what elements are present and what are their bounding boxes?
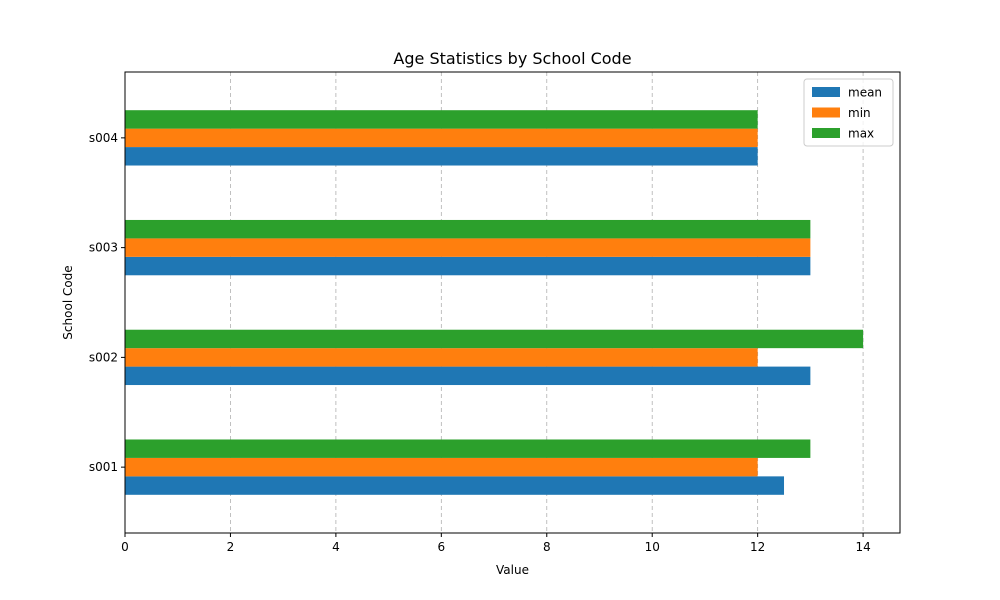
bar-s001-max	[125, 439, 811, 458]
y-axis-ticks: s001 s002 s003 s004	[89, 131, 125, 474]
x-tick-label-4: 8	[543, 540, 551, 554]
x-tick-label-6: 12	[750, 540, 765, 554]
legend-swatch-mean	[812, 87, 840, 97]
legend-label-max: max	[848, 127, 874, 141]
legend: mean min max	[803, 78, 894, 147]
bar-s001-min	[125, 457, 758, 477]
x-axis-label: Value	[496, 563, 529, 577]
plot-frame	[124, 71, 901, 534]
x-tick-label-7: 14	[855, 540, 870, 554]
bar-s004-min	[125, 128, 758, 148]
y-tick-label-s001: s001	[89, 460, 118, 474]
bar-s002-min	[125, 348, 758, 367]
bar-s004-mean	[125, 147, 758, 166]
legend-label-mean: mean	[848, 86, 882, 100]
chart-title: Age Statistics by School Code	[393, 49, 631, 68]
legend-label-min: min	[848, 106, 871, 120]
bar-s002-max	[125, 329, 864, 349]
bar-s003-mean	[125, 256, 811, 276]
x-tick-label-0: 0	[121, 540, 129, 554]
y-tick-label-s002: s002	[89, 350, 118, 364]
y-axis-label: School Code	[61, 265, 75, 339]
legend-swatch-max	[812, 128, 840, 138]
bar-s001-mean	[125, 476, 785, 495]
x-tick-label-3: 6	[438, 540, 446, 554]
y-tick-label-s003: s003	[89, 241, 118, 255]
x-tick-label-5: 10	[645, 540, 660, 554]
bar-s003-max	[125, 219, 811, 239]
bars	[125, 110, 864, 495]
y-tick-label-s004: s004	[89, 131, 118, 145]
x-tick-label-1: 2	[227, 540, 235, 554]
bar-s004-max	[125, 110, 758, 129]
legend-swatch-min	[812, 107, 840, 118]
bar-s002-mean	[125, 366, 811, 386]
x-tick-label-2: 4	[332, 540, 340, 554]
bar-s003-min	[125, 238, 811, 257]
x-axis-ticks: 0 2 4 6 8 10 12 14	[121, 533, 871, 554]
